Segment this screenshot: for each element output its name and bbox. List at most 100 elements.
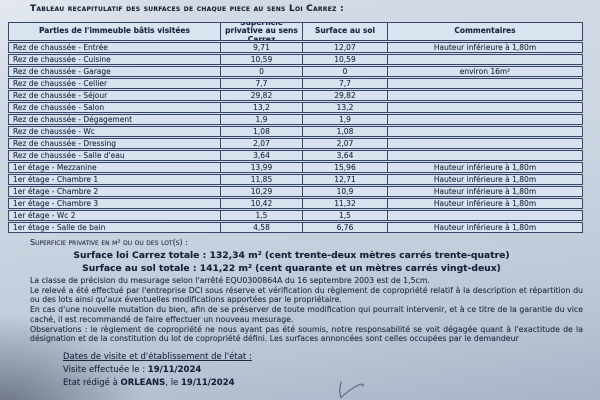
cell-sol: 3,64 bbox=[303, 151, 388, 160]
total-sol: Surface au sol totale : 141,22 m² (cent … bbox=[82, 263, 501, 274]
redaction-middle: , le bbox=[165, 377, 181, 388]
table-row: 1er étage - Chambre 1 11,85 12,71 Hauteu… bbox=[8, 174, 583, 185]
surface-table: Parties de l'immeuble bâtis visitées Sup… bbox=[8, 22, 583, 233]
cell-sol: 11,32 bbox=[303, 199, 388, 208]
table-row: Rez de chaussée - Cellier 7,7 7,7 bbox=[8, 78, 583, 89]
cell-comment bbox=[388, 103, 582, 112]
cell-carrez: 4,58 bbox=[221, 223, 303, 232]
cell-comment bbox=[388, 115, 582, 124]
totals-section: Surface loi Carrez totale : 132,34 m² (c… bbox=[0, 249, 583, 275]
cell-piece: 1er étage - Salle de bain bbox=[9, 223, 221, 232]
cell-piece: 1er étage - Chambre 3 bbox=[9, 199, 221, 208]
notes-section: La classe de précision du mesurage selon… bbox=[30, 276, 583, 344]
table-row: Rez de chaussée - Dégagement 1,9 1,9 bbox=[8, 114, 583, 125]
dates-heading: Dates de visite et d'établissement de l'… bbox=[63, 352, 252, 362]
cell-comment: environ 16m² bbox=[459, 67, 511, 76]
cell-carrez: 2,07 bbox=[221, 139, 303, 148]
note-releve: Le relevé a été effectué par l'entrepris… bbox=[30, 285, 583, 305]
cell-carrez: 10,59 bbox=[221, 55, 303, 64]
cell-piece: Rez de chaussée - Salle d'eau bbox=[9, 151, 221, 160]
cell-carrez: 1,08 bbox=[221, 127, 303, 136]
cell-piece: 1er étage - Mezzanine bbox=[9, 163, 221, 172]
cell-piece: Rez de chaussée - Garage bbox=[9, 67, 221, 76]
cell-comment bbox=[388, 55, 582, 64]
cell-sol: 0 bbox=[303, 67, 388, 76]
cell-carrez: 11,85 bbox=[221, 175, 303, 184]
cell-sol: 1,08 bbox=[303, 127, 388, 136]
cell-piece: Rez de chaussée - Dégagement bbox=[9, 115, 221, 124]
cell-carrez: 1,9 bbox=[221, 115, 303, 124]
table-row: 1er étage - Wc 2 1,5 1,5 bbox=[8, 210, 583, 221]
table-row: Rez de chaussée - Wc 1,08 1,08 bbox=[8, 126, 583, 137]
cell-piece: Rez de chaussée - Entrée bbox=[9, 43, 221, 52]
header-pieces: Parties de l'immeuble bâtis visitées bbox=[9, 23, 221, 40]
cell-comment: Hauteur inférieure à 1,80m bbox=[433, 199, 537, 208]
table-row: Rez de chaussée - Garage 0 0 environ 16m… bbox=[8, 66, 583, 77]
cell-piece: Rez de chaussée - Cuisine bbox=[9, 55, 221, 64]
cell-piece: Rez de chaussée - Salon bbox=[9, 103, 221, 112]
cell-sol: 1,5 bbox=[303, 211, 388, 220]
cell-comment bbox=[388, 151, 582, 160]
superficie-intro: Superficie privative en m² du ou des lot… bbox=[30, 238, 188, 247]
visit-line: Visite effectuée le : 19/11/2024 bbox=[63, 364, 252, 377]
redaction-city: ORLEANS bbox=[120, 377, 166, 388]
cell-comment bbox=[388, 127, 582, 136]
cell-sol: 7,7 bbox=[303, 79, 388, 88]
cell-sol: 12,71 bbox=[303, 175, 388, 184]
dates-section: Dates de visite et d'établissement de l'… bbox=[63, 351, 252, 390]
redaction-date: 19/11/2024 bbox=[181, 377, 235, 388]
cell-piece: 1er étage - Chambre 2 bbox=[9, 187, 221, 196]
cell-carrez: 10,29 bbox=[221, 187, 303, 196]
cell-carrez: 10,42 bbox=[221, 199, 303, 208]
cell-carrez: 1,5 bbox=[221, 211, 303, 220]
cell-piece: Rez de chaussée - Cellier bbox=[9, 79, 221, 88]
visit-date: 19/11/2024 bbox=[147, 364, 202, 375]
table-row: Rez de chaussée - Cuisine 10,59 10,59 bbox=[8, 54, 583, 65]
cell-comment bbox=[388, 91, 582, 100]
cell-sol: 15,96 bbox=[303, 163, 388, 172]
table-row: Rez de chaussée - Séjour 29,82 29,82 bbox=[8, 90, 583, 101]
cell-sol: 12,07 bbox=[303, 43, 388, 52]
cell-sol: 10,9 bbox=[303, 187, 388, 196]
cell-piece: Rez de chaussée - Séjour bbox=[9, 91, 221, 100]
header-commentaires: Commentaires bbox=[454, 26, 516, 36]
table-row: Rez de chaussée - Salon 13,2 13,2 bbox=[8, 102, 583, 113]
header-sol: Surface au sol bbox=[303, 23, 388, 40]
table-row: 1er étage - Salle de bain 4,58 6,76 Haut… bbox=[8, 222, 583, 233]
note-observations: Observations : le règlement de coproprié… bbox=[30, 324, 583, 344]
table-row: 1er étage - Mezzanine 13,99 15,96 Hauteu… bbox=[8, 162, 583, 173]
note-precision: La classe de précision du mesurage selon… bbox=[30, 276, 430, 285]
cell-comment bbox=[388, 211, 582, 220]
total-carrez: Surface loi Carrez totale : 132,34 m² (c… bbox=[73, 250, 510, 261]
table-row: Rez de chaussée - Salle d'eau 3,64 3,64 bbox=[8, 150, 583, 161]
cell-comment: Hauteur inférieure à 1,80m bbox=[433, 163, 537, 172]
cell-piece: Rez de chaussée - Dressing bbox=[9, 139, 221, 148]
cell-sol: 2,07 bbox=[303, 139, 388, 148]
cell-comment: Hauteur inférieure à 1,80m bbox=[433, 223, 537, 232]
cell-carrez: 0 bbox=[221, 67, 303, 76]
table-row: Rez de chaussée - Dressing 2,07 2,07 bbox=[8, 138, 583, 149]
document-title: Tableau recapitulatif des surfaces de ch… bbox=[30, 4, 344, 14]
cell-carrez: 29,82 bbox=[221, 91, 303, 100]
redaction-line: Etat rédigé à ORLEANS, le 19/11/2024 bbox=[63, 377, 252, 390]
cell-comment: Hauteur inférieure à 1,80m bbox=[433, 187, 537, 196]
cell-piece: 1er étage - Wc 2 bbox=[9, 211, 221, 220]
cell-sol: 29,82 bbox=[303, 91, 388, 100]
header-carrez: Superficie privative au sens Carrez bbox=[221, 23, 303, 40]
cell-carrez: 7,7 bbox=[221, 79, 303, 88]
redaction-prefix: Etat rédigé à bbox=[63, 377, 121, 388]
cell-sol: 1,9 bbox=[303, 115, 388, 124]
table-row: Rez de chaussée - Entrée 9,71 12,07 Haut… bbox=[8, 42, 583, 53]
cell-comment bbox=[388, 139, 582, 148]
table-row: 1er étage - Chambre 3 10,42 11,32 Hauteu… bbox=[8, 198, 583, 209]
cell-comment: Hauteur inférieure à 1,80m bbox=[433, 43, 537, 52]
cell-carrez: 13,2 bbox=[221, 103, 303, 112]
cell-carrez: 9,71 bbox=[221, 43, 303, 52]
cell-piece: 1er étage - Chambre 1 bbox=[9, 175, 221, 184]
cell-piece: Rez de chaussée - Wc bbox=[9, 127, 221, 136]
cell-carrez: 3,64 bbox=[221, 151, 303, 160]
cell-carrez: 13,99 bbox=[221, 163, 303, 172]
table-row: 1er étage - Chambre 2 10,29 10,9 Hauteur… bbox=[8, 186, 583, 197]
table-header-row: Parties de l'immeuble bâtis visitées Sup… bbox=[8, 22, 583, 41]
visit-label: Visite effectuée le : bbox=[63, 364, 148, 375]
